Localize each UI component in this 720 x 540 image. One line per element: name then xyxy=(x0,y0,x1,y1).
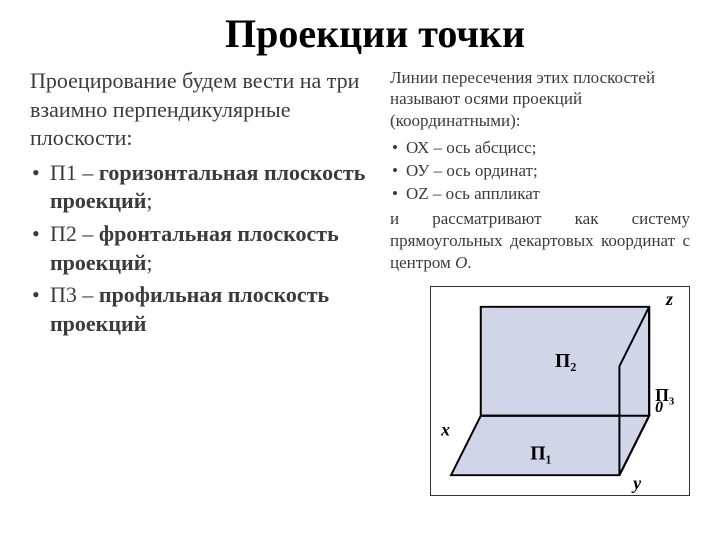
list-item: П1 – горизонтальная плоскость проекций; xyxy=(30,159,380,216)
axis-code: ОХ xyxy=(406,138,429,157)
plane-suffix: ; xyxy=(146,188,152,213)
svg-text:П₁: П₁ xyxy=(530,442,551,464)
para-italic: О xyxy=(455,253,467,272)
list-item: П3 – профильная плоскость проекций xyxy=(30,281,380,338)
left-column: Проецирование будем вести на три взаимно… xyxy=(30,67,380,496)
list-item: П2 – фронтальная плоскость проекций; xyxy=(30,220,380,277)
plane-prefix: П3 – xyxy=(50,282,99,307)
list-item: ОХ – ось абсцисс; xyxy=(390,137,690,160)
axis-suffix: ; xyxy=(532,138,537,157)
list-item: OZ – ось аппликат xyxy=(390,183,690,206)
axis-code: OZ xyxy=(406,184,429,203)
right-intro: Линии пересечения этих плоскостей называ… xyxy=(390,67,690,131)
plane-prefix: П2 – xyxy=(50,221,99,246)
page-title: Проекции точки xyxy=(60,10,690,57)
axes-list: ОХ – ось абсцисс; ОУ – ось ординат; OZ –… xyxy=(390,137,690,206)
right-column: Линии пересечения этих плоскостей называ… xyxy=(390,67,690,496)
left-intro: Проецирование будем вести на три взаимно… xyxy=(30,67,380,153)
axis-name: ось абсцисс xyxy=(446,138,532,157)
list-item: ОУ – ось ординат; xyxy=(390,160,690,183)
columns: Проецирование будем вести на три взаимно… xyxy=(30,67,690,496)
svg-text:y: y xyxy=(631,473,641,493)
plane-prefix: П1 – xyxy=(50,160,99,185)
right-para: и рассматривают как систему прямоугольны… xyxy=(390,208,690,274)
planes-list: П1 – горизонтальная плоскость проекций; … xyxy=(30,159,380,339)
svg-text:z: z xyxy=(665,289,673,309)
svg-text:x: x xyxy=(440,419,450,439)
plane-suffix: ; xyxy=(146,250,152,275)
svg-text:П₃: П₃ xyxy=(655,385,674,405)
para-suffix: . xyxy=(467,253,471,272)
axis-name: ось ординат xyxy=(446,161,533,180)
axis-name: ось аппликат xyxy=(446,184,540,203)
svg-text:П₂: П₂ xyxy=(555,350,576,372)
planes-diagram: zxy0П₂П₁П₃ xyxy=(430,286,690,496)
diagram-container: zxy0П₂П₁П₃ xyxy=(390,286,690,496)
para-prefix: и рассматривают как систему прямоугольны… xyxy=(390,209,690,272)
axis-code: ОУ xyxy=(406,161,429,180)
axis-suffix: ; xyxy=(533,161,538,180)
